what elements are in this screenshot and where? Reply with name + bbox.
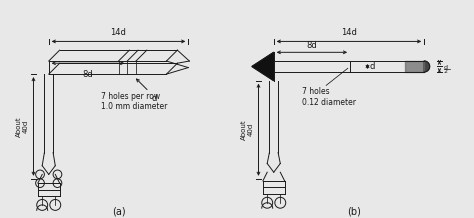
Text: 2: 2 xyxy=(444,69,448,74)
Text: (b): (b) xyxy=(347,206,361,216)
Text: 14d: 14d xyxy=(341,28,357,37)
Text: d: d xyxy=(444,65,448,70)
Text: About
40d: About 40d xyxy=(16,116,29,137)
Text: 7 holes
0.12 diameter: 7 holes 0.12 diameter xyxy=(302,87,356,107)
Text: 14d: 14d xyxy=(110,28,127,37)
Polygon shape xyxy=(424,61,429,72)
Text: 7 holes per row
1.0 mm diameter: 7 holes per row 1.0 mm diameter xyxy=(101,92,167,111)
Text: (a): (a) xyxy=(112,206,125,216)
Text: d: d xyxy=(370,62,375,71)
Text: 8d: 8d xyxy=(307,41,317,50)
Text: d: d xyxy=(151,94,156,103)
Text: About
40d: About 40d xyxy=(241,119,254,140)
Text: 8d: 8d xyxy=(82,70,93,79)
Polygon shape xyxy=(252,52,274,81)
